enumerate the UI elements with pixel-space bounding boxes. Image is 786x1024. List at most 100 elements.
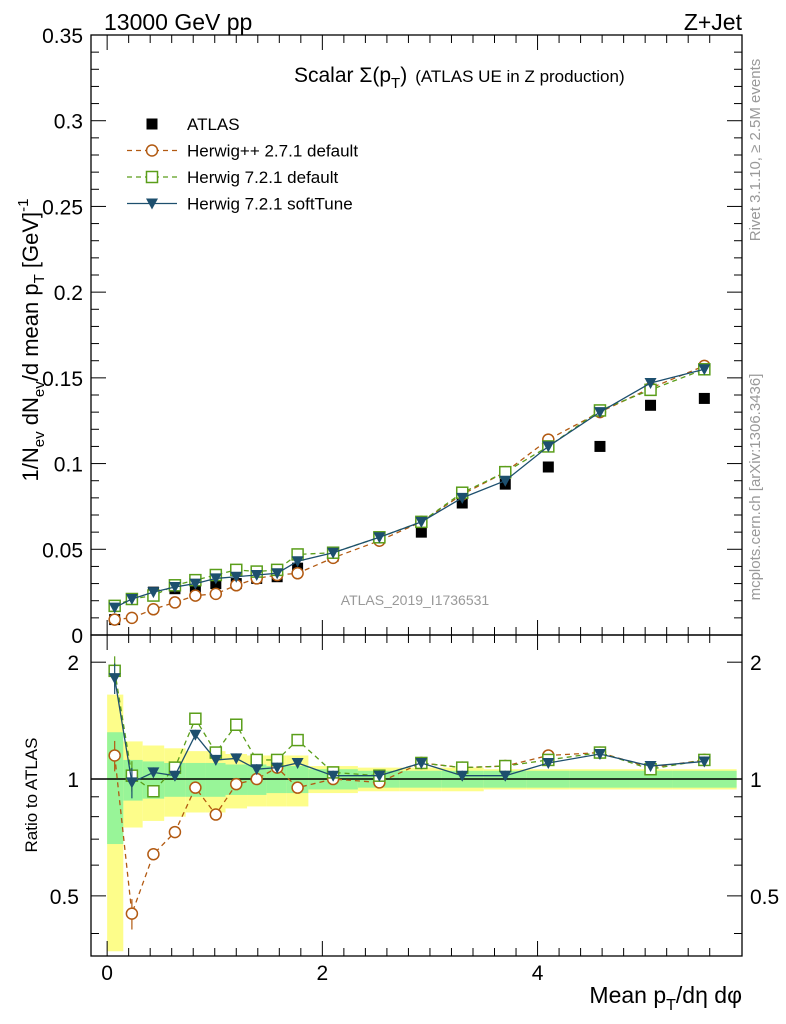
ratio-point-herwig-7-2-1-softtune bbox=[456, 770, 469, 782]
ratio-point-herwig-7-2-1-default bbox=[230, 718, 243, 731]
ratio-point-herwig-7-2-1-softtune bbox=[271, 762, 284, 774]
y-label-d: [GeV] bbox=[18, 212, 43, 274]
ratio-point-herwig-7-2-1-softtune bbox=[698, 756, 711, 768]
title-suffix: (ATLAS UE in Z production) bbox=[415, 67, 624, 86]
ratio-point-herwig-7-2-1-softtune bbox=[499, 770, 512, 782]
data-point-atlas bbox=[415, 526, 427, 538]
data-point-herwig-7-2-1-softtune bbox=[644, 378, 657, 389]
data-point-herwig-7-2-1-softtune bbox=[698, 364, 711, 376]
y-tick-label: 0.35 bbox=[42, 25, 83, 48]
data-point-herwig-7-2-1-softtune bbox=[230, 571, 243, 583]
ratio-point-herwig-7-2-1-default bbox=[250, 753, 263, 767]
x-label-a: Mean p bbox=[589, 982, 666, 1008]
ratio-point-herwig-7-2-1-softtune bbox=[644, 761, 657, 773]
data-point-herwig-7-2-1-softtune bbox=[373, 532, 386, 544]
process-label: Z+Jet bbox=[684, 9, 743, 35]
data-point-herwig-2-7-1-default bbox=[108, 613, 121, 626]
ratio-point-herwig-7-2-1-softtune bbox=[542, 757, 555, 769]
legend-label-atlas: ATLAS bbox=[187, 115, 240, 134]
title-sub: T bbox=[391, 75, 400, 92]
ratio-panel: 0.5 0.5 1 1 2 2 0 2 4 Ratio to ATLAS bbox=[22, 634, 779, 985]
y-label-b: dN bbox=[18, 397, 43, 431]
header: 13000 GeV pp Z+Jet bbox=[104, 9, 743, 35]
ratio-point-herwig-7-2-1-softtune bbox=[168, 770, 181, 782]
ratio-point-herwig-7-2-1-softtune bbox=[373, 770, 386, 782]
ratio-point-herwig-7-2-1-softtune bbox=[291, 757, 304, 769]
main-panel: 0 0.05 0.1 0.15 0.2 0.25 0.3 0.35 Scalar Σ(pT) (… bbox=[42, 25, 743, 648]
ratio-point-herwig-7-2-1-softtune bbox=[593, 749, 606, 761]
data-point-atlas bbox=[698, 392, 710, 404]
ratio-point-herwig-2-7-1-default bbox=[147, 848, 160, 861]
legend-marker-herwig-7-2-1-softtune bbox=[146, 198, 158, 210]
ratio-point-herwig-2-7-1-default bbox=[189, 781, 202, 794]
ratio-point-herwig-7-2-1-softtune bbox=[327, 770, 340, 782]
ratio-band-inner bbox=[205, 762, 226, 797]
data-point-herwig-2-7-1-default bbox=[209, 587, 223, 601]
data-point-herwig-2-7-1-default bbox=[125, 611, 139, 625]
legend-marker-atlas bbox=[146, 118, 158, 130]
data-point-herwig-7-2-1-softtune bbox=[593, 407, 606, 419]
x-label-sub: T bbox=[666, 997, 676, 1014]
x-tick-label: 0 bbox=[101, 962, 113, 985]
y-label-sub2: ev bbox=[31, 381, 48, 397]
ratio-point-herwig-7-2-1-softtune bbox=[209, 754, 222, 766]
data-point-atlas bbox=[594, 440, 606, 452]
ratio-point-herwig-2-7-1-default bbox=[168, 825, 182, 839]
data-point-herwig-7-2-1-softtune bbox=[542, 441, 555, 453]
data-point-herwig-7-2-1-softtune bbox=[456, 492, 469, 504]
ratio-y-tick-label-right: 2 bbox=[750, 652, 762, 675]
ratio-y-tick-label: 2 bbox=[67, 652, 79, 675]
y-tick-label: 0.2 bbox=[54, 282, 83, 305]
data-point-herwig-7-2-1-softtune bbox=[125, 594, 138, 605]
ratio-point-herwig-2-7-1-default bbox=[230, 777, 243, 791]
data-point-herwig-7-2-1-softtune bbox=[250, 570, 263, 581]
x-axis-label: Mean pT/dη dφ bbox=[589, 982, 742, 1014]
ratio-point-herwig-2-7-1-default bbox=[125, 907, 139, 920]
legend-marker-herwig-2-7-1-default bbox=[145, 144, 159, 157]
ratio-point-herwig-7-2-1-default bbox=[147, 785, 160, 798]
y-label-sub3: T bbox=[31, 274, 48, 283]
main-plot-area bbox=[108, 359, 711, 626]
ratio-point-herwig-7-2-1-default bbox=[499, 759, 512, 773]
y-axis-label: 1/Nev dNev/d mean pT [GeV]-1 bbox=[15, 199, 48, 482]
legend-label-herwig-7-2-1-default: Herwig 7.2.1 default bbox=[187, 168, 338, 187]
y-tick-label: 0 bbox=[71, 625, 83, 648]
ratio-point-herwig-7-2-1-default bbox=[189, 712, 202, 725]
data-point-herwig-7-2-1-softtune bbox=[168, 582, 181, 593]
legend-label-herwig-2-7-1-default: Herwig++ 2.7.1 default bbox=[187, 142, 358, 161]
ratio-point-herwig-7-2-1-softtune bbox=[147, 767, 160, 779]
legend: ATLAS Herwig++ 2.7.1 default Herwig 7.2.1 … bbox=[127, 115, 358, 214]
ratio-y-axis-label: Ratio to ATLAS bbox=[22, 738, 41, 853]
data-point-herwig-7-2-1-softtune bbox=[209, 573, 222, 585]
ratio-frame bbox=[90, 634, 743, 957]
ratio-y-tick-label-right: 1 bbox=[750, 769, 762, 792]
data-point-herwig-7-2-1-softtune bbox=[147, 587, 160, 599]
ratio-point-herwig-2-7-1-default bbox=[291, 781, 304, 794]
data-point-atlas bbox=[645, 399, 657, 411]
title-part: Scalar Σ(p bbox=[294, 64, 391, 87]
data-point-atlas bbox=[542, 461, 554, 473]
ratio-y-ticks: 0.5 0.5 1 1 2 2 bbox=[50, 652, 779, 934]
y-label-c: /d mean p bbox=[18, 283, 43, 381]
ratio-point-herwig-7-2-1-softtune bbox=[125, 777, 138, 789]
energy-label: 13000 GeV pp bbox=[104, 9, 252, 35]
x-label-b: /dη dφ bbox=[676, 982, 742, 1008]
ratio-point-herwig-2-7-1-default bbox=[108, 749, 121, 762]
data-point-herwig-7-2-1-softtune bbox=[291, 556, 304, 568]
data-point-herwig-2-7-1-default bbox=[147, 603, 160, 616]
mcplots-label: mcplots.cern.ch [arXiv:1306.3436] bbox=[747, 374, 764, 601]
ratio-point-herwig-2-7-1-default bbox=[209, 808, 223, 821]
ratio-point-herwig-7-2-1-default bbox=[291, 733, 304, 747]
y-label-a: 1/N bbox=[18, 447, 43, 481]
y-tick-label: 0.3 bbox=[54, 111, 83, 134]
data-point-herwig-2-7-1-default bbox=[291, 567, 304, 580]
ratio-y-tick-label-right: 0.5 bbox=[750, 886, 779, 909]
ratio-x-ticks: 0 2 4 bbox=[101, 635, 711, 985]
chart-title: Scalar Σ(pT) (ATLAS UE in Z production) bbox=[294, 64, 625, 92]
data-point-herwig-7-2-1-softtune bbox=[189, 578, 202, 590]
y-tick-label: 0.25 bbox=[42, 196, 83, 219]
ratio-plot-area bbox=[91, 656, 742, 952]
y-tick-label: 0.15 bbox=[42, 368, 83, 391]
x-tick-label: 2 bbox=[317, 962, 329, 985]
data-point-herwig-2-7-1-default bbox=[189, 589, 202, 602]
